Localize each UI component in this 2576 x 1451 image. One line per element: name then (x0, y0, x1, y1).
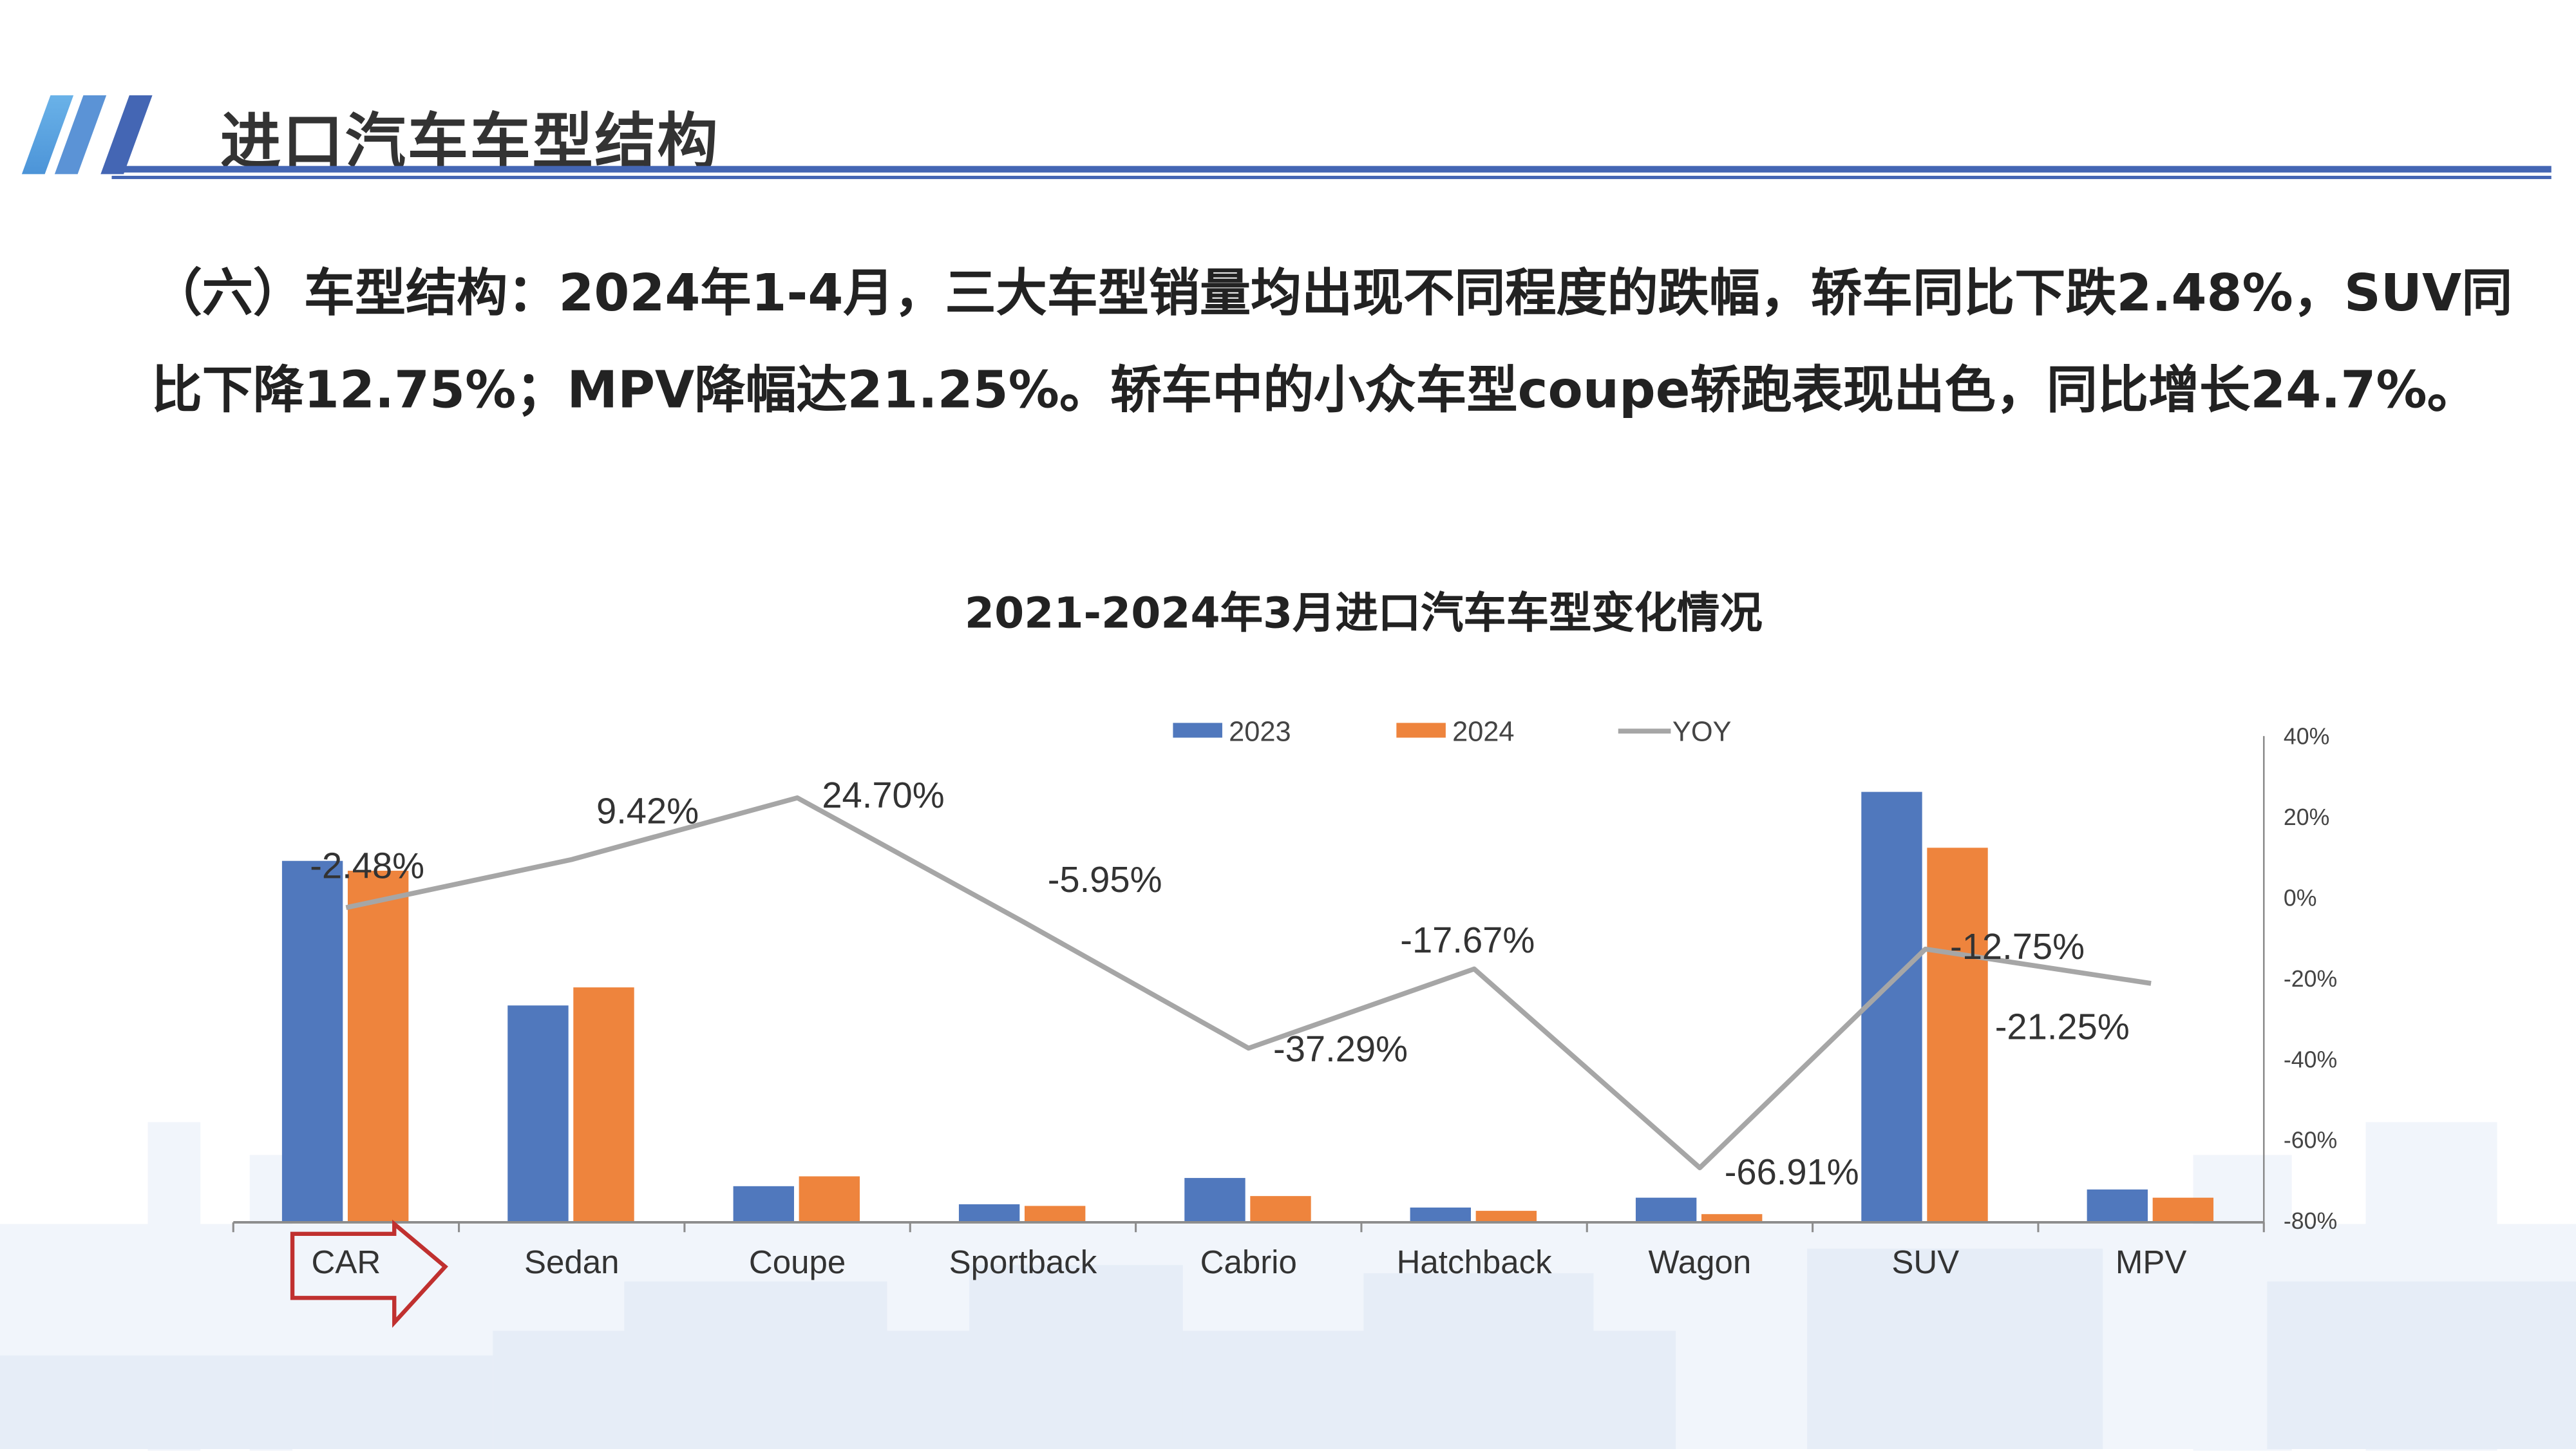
chart-title: 2021-2024年3月进口汽车车型变化情况 (964, 589, 1763, 640)
yoy-data-label: -66.91% (1725, 1152, 1859, 1192)
red-arrow-annotation (290, 1219, 448, 1328)
legend-swatch-2024 (1396, 723, 1446, 738)
yoy-data-label: -5.95% (1048, 859, 1162, 900)
legend-label: YOY (1672, 717, 1732, 748)
legend-label: 2024 (1452, 717, 1514, 748)
title-divider-thin (111, 175, 2552, 180)
x-tick-label: SUV (1891, 1244, 1959, 1280)
yoy-data-label: 24.70% (822, 775, 944, 815)
yoy-point (571, 859, 573, 860)
bar-2023-wagon (1635, 1197, 1697, 1222)
right-axis-tick-label: -20% (2284, 966, 2337, 992)
bar-2023-coupe (733, 1186, 794, 1222)
x-tick-label: MPV (2116, 1244, 2187, 1280)
bar-2023-hatchback (1410, 1207, 1471, 1222)
right-axis-tick-label: 40% (2284, 724, 2329, 750)
yoy-data-label: 9.42% (596, 790, 699, 831)
legend-label: 2023 (1229, 717, 1291, 748)
bar-2024-sedan (573, 987, 634, 1222)
yoy-data-label: -12.75% (1950, 926, 2085, 967)
bar-2023-cabrio (1184, 1178, 1245, 1222)
right-axis-tick-label: 20% (2284, 804, 2329, 830)
legend-swatch-2023 (1173, 723, 1222, 738)
yoy-data-label: -21.25% (1995, 1007, 2130, 1047)
yoy-point (2150, 983, 2152, 984)
x-tick-label: Hatchback (1397, 1244, 1553, 1280)
bar-2024-suv (1927, 848, 1988, 1222)
x-tick-label: CAR (312, 1244, 381, 1280)
bar-2024-sportback (1024, 1206, 1086, 1222)
title-divider (111, 166, 2552, 173)
bar-2023-car (281, 860, 343, 1222)
yoy-data-label: -37.29% (1273, 1029, 1408, 1069)
x-tick-label: Cabrio (1200, 1244, 1297, 1280)
bar-2023-sportback (958, 1204, 1020, 1222)
x-tick-label: Wagon (1649, 1244, 1752, 1280)
bar-2023-suv (1861, 792, 1922, 1222)
yoy-data-label: -2.48% (310, 845, 424, 886)
bar-2024-car (347, 871, 409, 1222)
yoy-point (797, 797, 798, 799)
bar-2023-sedan (507, 1005, 569, 1222)
bar-2024-mpv (2152, 1197, 2214, 1222)
x-tick-label: Sedan (524, 1244, 620, 1280)
bar-2024-wagon (1701, 1214, 1763, 1222)
slide-title: 进口汽车车型结构 (220, 106, 720, 178)
bar-2024-cabrio (1250, 1196, 1311, 1222)
bar-2024-hatchback (1475, 1211, 1537, 1222)
x-tick-label: Sportback (949, 1244, 1097, 1280)
right-axis-tick-label: -60% (2284, 1128, 2337, 1153)
right-axis-tick-label: 0% (2284, 885, 2317, 911)
right-axis-tick-label: -80% (2284, 1208, 2337, 1234)
body-paragraph: （六）车型结构：2024年1-4月，三大车型销量均出现不同程度的跌幅，轿车同比下… (151, 264, 2513, 421)
x-tick-label: Coupe (749, 1244, 846, 1280)
bar-2023-mpv (2087, 1189, 2148, 1222)
bar-2024-coupe (799, 1176, 860, 1222)
right-axis-tick-label: -40% (2284, 1047, 2337, 1072)
yoy-data-label: -17.67% (1400, 920, 1535, 960)
